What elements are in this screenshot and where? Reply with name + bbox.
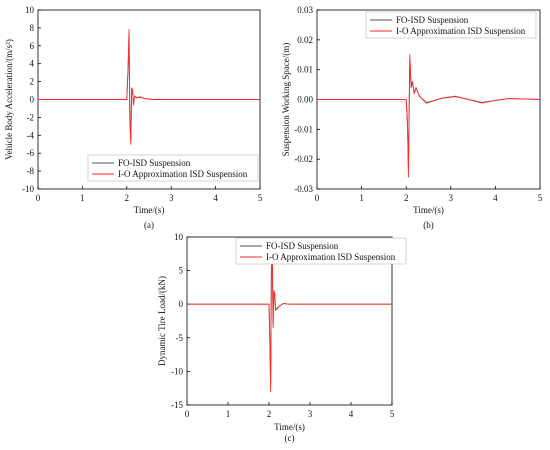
chart-a: 0 1 2 3 4 5 -10 -8 -6 -4 -2 0 2 4 6 8 10 FO-ISD Suspensio… <box>4 5 263 230</box>
x-tick-label: 3 <box>308 409 313 419</box>
legend-box <box>87 154 259 182</box>
legend-label: I-O Approximation ISD Suspension <box>118 169 248 179</box>
y-tick-label: -0.03 <box>294 184 313 194</box>
x-tick-label: 3 <box>449 193 454 203</box>
legend-box <box>235 237 407 265</box>
x-tick-label: 4 <box>493 193 498 203</box>
x-tick-label: 2 <box>404 193 409 203</box>
y-tick-label: 0 <box>179 299 184 309</box>
chart-b: 0 1 2 3 4 5 -0.03 -0.02 -0.01 0.00 0.01 0.02 0.03 FO-… <box>281 5 543 230</box>
y-tick-label: -10 <box>171 366 183 376</box>
panel-caption: (b) <box>423 220 434 230</box>
x-tick-label: 5 <box>538 193 543 203</box>
legend-box <box>365 11 537 39</box>
x-axis-label: Time/(s) <box>413 205 444 215</box>
y-axis-label: Suspension Working Space/(m) <box>281 43 291 157</box>
panel-caption: (a) <box>144 220 154 230</box>
y-tick-label: 0.00 <box>297 95 313 105</box>
y-tick-label: 0 <box>30 95 35 105</box>
x-tick-label: 2 <box>267 409 272 419</box>
series-line-io-approx <box>38 29 260 145</box>
x-tick-label: 1 <box>226 409 231 419</box>
x-tick-label: 3 <box>169 193 174 203</box>
legend-label: FO-ISD Suspension <box>118 158 191 168</box>
x-tick-label: 1 <box>359 193 364 203</box>
x-tick-label: 5 <box>258 193 263 203</box>
y-tick-label: -10 <box>22 184 34 194</box>
y-tick-label: 0.02 <box>297 35 313 45</box>
y-tick-label: -4 <box>27 130 35 140</box>
series-line-fo-isd <box>38 31 260 141</box>
x-tick-label: 0 <box>185 409 190 419</box>
y-tick-label: 4 <box>30 59 35 69</box>
x-axis-label: Time/(s) <box>134 205 165 215</box>
series-line-io-approx <box>187 248 392 393</box>
y-tick-label: 8 <box>30 23 35 33</box>
y-axis-label: Vehicle Body Acceleration/(m/s²) <box>4 39 14 160</box>
legend-label: I-O Approximation ISD Suspension <box>396 26 526 36</box>
x-tick-label: 0 <box>36 193 41 203</box>
y-tick-label: 0.01 <box>297 65 313 75</box>
y-tick-label: 0.03 <box>297 5 313 15</box>
x-tick-label: 0 <box>315 193 320 203</box>
x-axis-label: Time/(s) <box>274 422 305 432</box>
y-tick-label: -8 <box>27 166 35 176</box>
series-line-io-approx <box>317 54 541 178</box>
y-tick-label: -0.01 <box>294 124 313 134</box>
y-axis-label: Dynamic Tire Load/(kN) <box>157 276 167 366</box>
x-tick-label: 4 <box>213 193 218 203</box>
y-tick-label: -6 <box>27 148 35 158</box>
y-tick-label: -15 <box>171 400 183 410</box>
y-tick-label: 2 <box>30 77 35 87</box>
y-tick-label: -2 <box>27 112 35 122</box>
series-line-fo-isd <box>317 60 541 172</box>
panel-caption: (c) <box>285 433 295 443</box>
legend-label: FO-ISD Suspension <box>266 241 339 251</box>
x-tick-label: 5 <box>390 409 395 419</box>
x-tick-label: 1 <box>80 193 85 203</box>
x-tick-label: 4 <box>349 409 354 419</box>
legend-label: I-O Approximation ISD Suspension <box>266 252 396 262</box>
y-tick-label: 5 <box>179 266 184 276</box>
x-tick-label: 2 <box>125 193 130 203</box>
y-tick-label: 10 <box>174 232 184 242</box>
series-line-fo-isd <box>187 253 392 386</box>
y-tick-label: 10 <box>25 5 35 15</box>
legend-label: FO-ISD Suspension <box>396 15 469 25</box>
plot-frame <box>186 236 393 406</box>
y-tick-label: -0.02 <box>294 154 313 164</box>
y-tick-label: 6 <box>30 41 35 51</box>
y-tick-label: -5 <box>176 333 184 343</box>
